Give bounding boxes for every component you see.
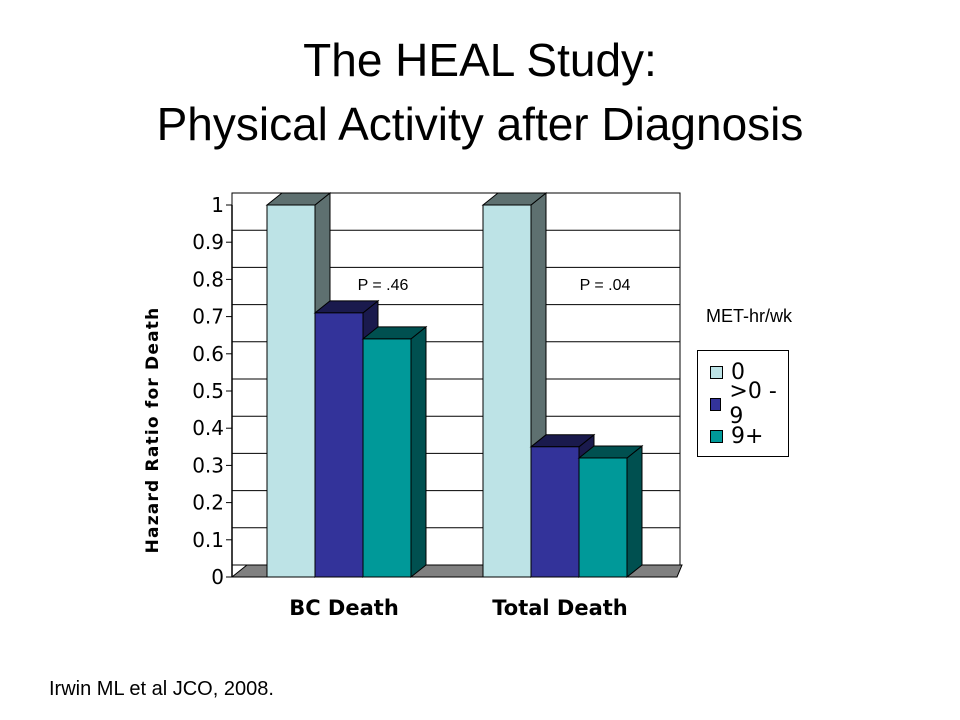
y-tick-label: 0.4: [192, 416, 224, 440]
p-value-annotation: P = .46: [358, 277, 409, 294]
legend-label-1: >0 - 9: [729, 379, 777, 429]
citation: Irwin ML et al JCO, 2008.: [49, 678, 274, 700]
legend-label-0: 0: [731, 359, 745, 385]
bar: [530, 446, 580, 578]
legend-swatch-2: [710, 429, 723, 443]
chart-legend: 0 >0 - 9 9+: [697, 350, 789, 457]
y-tick-label: 0.3: [192, 453, 224, 477]
legend-item-0: 0: [710, 357, 745, 387]
bar: [482, 204, 532, 578]
y-tick-label: 0.7: [192, 305, 224, 329]
y-tick-label: 1: [211, 193, 224, 217]
slide-title-line-2: Physical Activity after Diagnosis: [156, 98, 804, 150]
y-tick-label: 0.1: [192, 528, 224, 552]
bar-side: [410, 325, 427, 579]
x-category-label: BC Death: [289, 596, 399, 620]
y-tick-label: 0.5: [192, 379, 224, 403]
legend-item-2: 9+: [710, 421, 763, 451]
y-tick-label: 0.2: [192, 491, 224, 515]
y-tick-label: 0.9: [192, 230, 224, 254]
bar: [266, 204, 316, 578]
slide-title-line-1: The HEAL Study:: [303, 34, 657, 86]
legend-label-2: 9+: [731, 423, 764, 449]
bar: [362, 338, 412, 578]
bar: [578, 457, 628, 578]
y-tick-label: 0.8: [192, 267, 224, 291]
y-tick-label: 0: [211, 565, 224, 589]
x-category-label: Total Death: [492, 596, 628, 620]
legend-swatch-0: [710, 365, 723, 379]
bar-side: [626, 444, 643, 579]
bar: [314, 312, 364, 578]
legend-title: MET-hr/wk: [706, 306, 793, 326]
y-axis-title: Hazard Ratio for Death: [143, 307, 163, 554]
p-value-annotation: P = .04: [580, 277, 631, 294]
legend-swatch-1: [710, 397, 722, 411]
y-tick-label: 0.6: [192, 342, 224, 366]
legend-item-1: >0 - 9: [710, 379, 788, 429]
